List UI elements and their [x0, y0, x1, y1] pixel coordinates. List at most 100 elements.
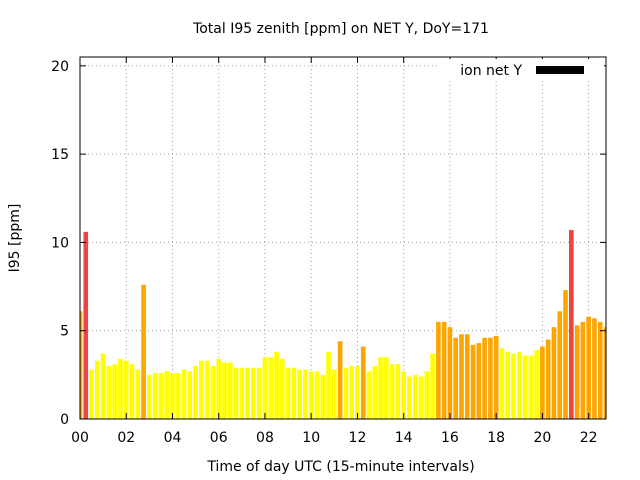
x-tick-label: 22 — [580, 430, 598, 446]
bar — [470, 344, 476, 419]
legend-swatch — [536, 66, 584, 74]
bar — [279, 358, 285, 419]
bar — [384, 357, 389, 419]
bar — [378, 357, 383, 419]
bar — [395, 364, 401, 419]
bar — [181, 369, 187, 419]
x-tick-label: 16 — [441, 430, 459, 446]
bar — [418, 376, 424, 419]
legend: ion net Y — [440, 59, 604, 81]
bar — [586, 316, 591, 419]
bar — [199, 360, 204, 419]
bar — [412, 374, 418, 419]
y-tick-label: 20 — [51, 59, 69, 75]
bar — [256, 367, 262, 419]
bar — [175, 373, 181, 419]
bar — [436, 321, 441, 419]
bar — [459, 334, 464, 419]
bar — [141, 284, 146, 419]
bar — [285, 367, 291, 419]
bar — [464, 334, 470, 419]
bar — [106, 366, 112, 419]
bar — [314, 371, 320, 419]
bar — [592, 318, 597, 419]
bar — [326, 351, 331, 419]
bar — [112, 364, 117, 419]
bar — [505, 351, 511, 419]
y-axis-label: I95 [ppm] — [7, 204, 23, 273]
x-tick-label: 12 — [349, 430, 367, 446]
bar — [545, 339, 551, 419]
bar — [493, 336, 499, 419]
bar — [297, 369, 302, 419]
bar — [303, 369, 308, 419]
bar — [540, 346, 545, 419]
x-tick-label: 10 — [302, 430, 320, 446]
bar — [187, 371, 193, 419]
bar — [274, 351, 279, 419]
bar — [80, 311, 83, 419]
x-tick-label: 06 — [210, 430, 228, 446]
y-tick-label: 15 — [51, 147, 69, 163]
bar — [528, 355, 534, 419]
bar — [597, 321, 603, 419]
grid — [80, 57, 606, 419]
bar — [441, 321, 447, 419]
bar — [320, 374, 326, 419]
bar — [603, 327, 606, 419]
x-tick-label: 02 — [117, 430, 135, 446]
x-tick-label: 20 — [534, 430, 552, 446]
bar — [563, 290, 568, 419]
bar — [308, 371, 314, 419]
bar — [129, 364, 135, 419]
bar — [360, 346, 366, 419]
bar — [499, 348, 505, 419]
bar — [453, 337, 459, 419]
bar — [424, 371, 430, 419]
bar — [349, 366, 354, 419]
bar — [569, 230, 574, 419]
bar — [193, 366, 198, 419]
x-axis-label: Time of day UTC (15-minute intervals) — [206, 459, 474, 475]
bar — [482, 337, 487, 419]
bar — [164, 371, 170, 419]
bar — [262, 357, 268, 419]
bar — [118, 358, 123, 419]
bar — [337, 341, 343, 419]
bar — [372, 366, 378, 419]
bar — [135, 369, 141, 419]
bar — [210, 366, 216, 419]
x-tick-label: 04 — [164, 430, 182, 446]
bar — [366, 371, 372, 419]
bar — [574, 325, 580, 419]
bar — [216, 358, 222, 419]
bar — [233, 367, 239, 419]
bar — [239, 367, 245, 419]
bar — [227, 362, 233, 419]
bar — [222, 362, 227, 419]
bar — [89, 369, 94, 419]
y-tick-label: 10 — [51, 235, 69, 251]
bar — [100, 353, 106, 419]
x-tick-label: 00 — [71, 430, 89, 446]
legend-background — [440, 59, 604, 81]
bar — [158, 373, 164, 419]
bar — [245, 367, 250, 419]
bar — [516, 351, 522, 419]
bar — [355, 366, 360, 419]
bar — [152, 373, 158, 419]
bar — [95, 360, 100, 419]
x-tick-label: 08 — [256, 430, 274, 446]
bar — [147, 374, 152, 419]
plot-frame — [79, 56, 607, 420]
bar — [476, 343, 482, 419]
y-tick-label: 5 — [60, 324, 69, 340]
x-tick-label: 14 — [395, 430, 413, 446]
bar — [580, 321, 586, 419]
bar — [332, 369, 337, 419]
y-tick-label: 0 — [60, 412, 69, 428]
bar — [343, 367, 349, 419]
bar — [511, 353, 516, 419]
bar — [291, 367, 297, 419]
bar — [170, 373, 175, 419]
